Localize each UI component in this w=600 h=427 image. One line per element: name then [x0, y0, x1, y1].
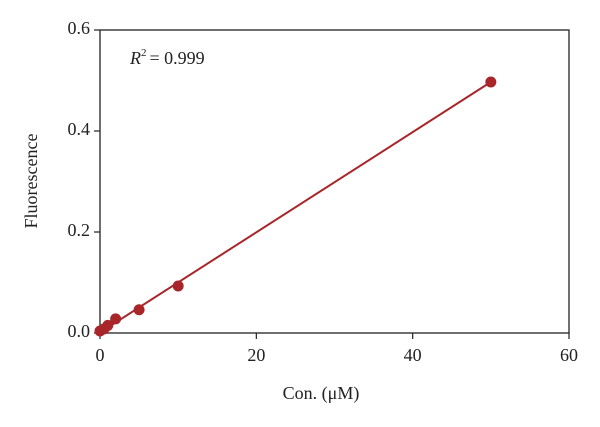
y-tick-label: 0.2: [68, 220, 91, 240]
point: [485, 76, 497, 88]
y-tick-label: 0.6: [68, 18, 91, 38]
point: [110, 313, 122, 325]
annotation-superscript: 2: [141, 47, 147, 59]
point: [102, 319, 114, 331]
y-tick-label: 0.4: [68, 119, 91, 139]
x-tick-label: 0: [96, 345, 105, 365]
point: [172, 280, 184, 292]
annotation-symbol: R: [129, 48, 141, 68]
annotation-text: = 0.999: [150, 48, 205, 68]
point: [133, 304, 145, 316]
fit-line: [99, 81, 492, 334]
x-axis-label: Con. (μM): [283, 383, 360, 404]
y-tick-label: 0.0: [68, 321, 91, 341]
x-tick-label: 60: [560, 345, 578, 365]
x-tick-label: 20: [247, 345, 265, 365]
x-tick-label: 40: [404, 345, 422, 365]
y-axis-label: Fluorescence: [21, 134, 41, 229]
annotation: R2 = 0.999: [129, 47, 205, 69]
